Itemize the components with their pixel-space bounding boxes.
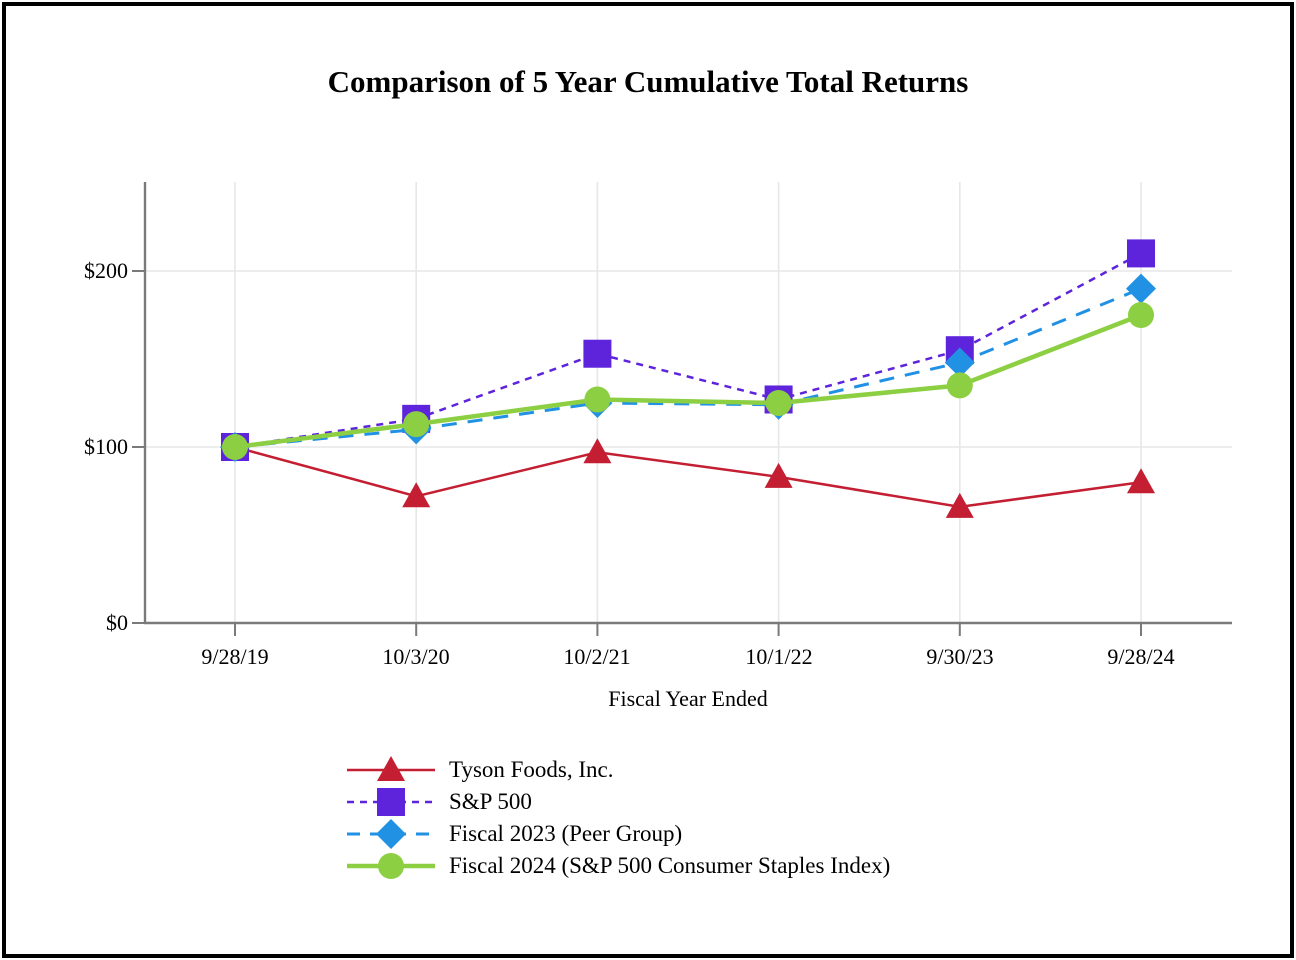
x-tick-label-2: 10/3/20 xyxy=(382,644,450,669)
x-tick-label-3: 10/2/21 xyxy=(563,644,631,669)
x-tick-label-4: 10/1/22 xyxy=(745,644,813,669)
legend-circle-marker-icon xyxy=(347,853,435,879)
legend-square-marker-icon xyxy=(347,788,435,816)
legend-triangle-marker-icon xyxy=(347,756,435,781)
x-axis-title: Fiscal Year Ended xyxy=(608,686,768,711)
legend-label-sp500: S&P 500 xyxy=(449,789,532,814)
legend-label-peer-group: Fiscal 2023 (Peer Group) xyxy=(449,821,683,846)
x-tick-label-1: 9/28/19 xyxy=(201,644,269,669)
legend-item-consumer-staples: Fiscal 2024 (S&P 500 Consumer Staples In… xyxy=(345,851,890,881)
legend: Tyson Foods, Inc. S&P 500 Fiscal 2023 (P… xyxy=(345,755,890,881)
legend-label-consumer-staples: Fiscal 2024 (S&P 500 Consumer Staples In… xyxy=(449,853,891,878)
legend-label-tyson: Tyson Foods, Inc. xyxy=(449,757,614,782)
legend-diamond-marker-icon xyxy=(347,819,435,849)
legend-item-sp500: S&P 500 xyxy=(345,787,890,817)
y-tick-label-0: $0 xyxy=(106,610,128,635)
y-tick-label-100: $100 xyxy=(84,434,128,459)
y-tick-label-200: $200 xyxy=(84,258,128,283)
legend-item-peer-group: Fiscal 2023 (Peer Group) xyxy=(345,819,890,849)
x-tick-label-5: 9/30/23 xyxy=(926,644,994,669)
chart-title: Comparison of 5 Year Cumulative Total Re… xyxy=(327,64,969,99)
x-tick-label-6: 9/28/24 xyxy=(1107,644,1175,669)
legend-item-tyson: Tyson Foods, Inc. xyxy=(345,755,890,785)
